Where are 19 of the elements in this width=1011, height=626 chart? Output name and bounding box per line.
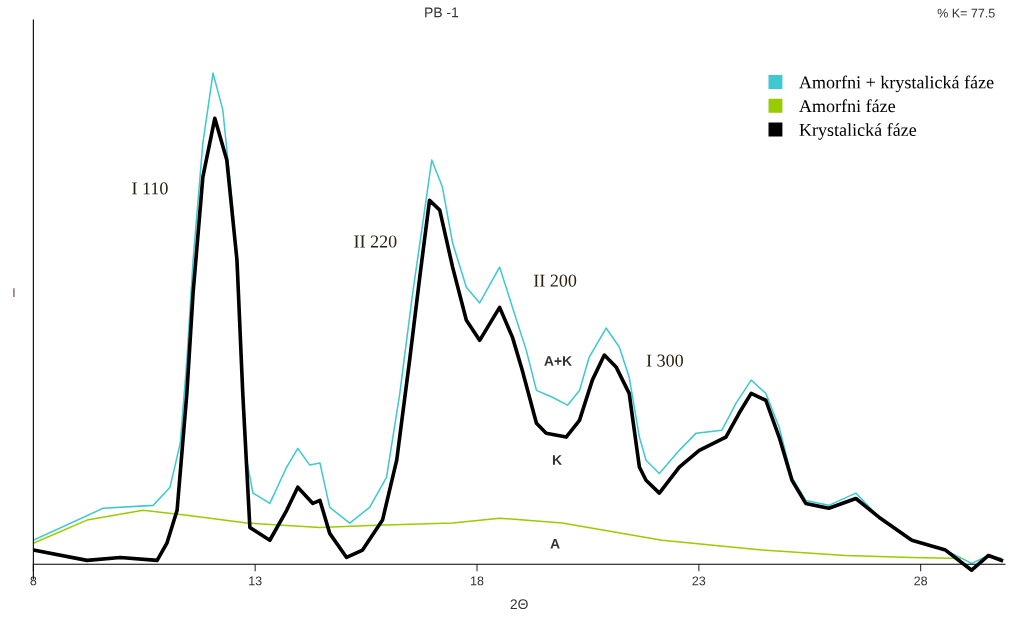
y-axis-title: I <box>13 288 15 297</box>
legend-label: Amorfni + krystalická fáze <box>799 75 994 93</box>
annotation: I 300 <box>646 354 683 367</box>
text: % K= 77.5 <box>937 8 995 18</box>
legend-label: Amorfni fáze <box>799 99 896 113</box>
x-tick-label: 13 <box>249 576 262 586</box>
x-axis-title: 2Θ <box>510 599 528 610</box>
annotation: A+K <box>544 356 572 366</box>
legend-label: Krystalická fáze <box>799 123 917 140</box>
x-tick-label: 23 <box>692 576 706 586</box>
annotation: II 220 <box>354 235 397 248</box>
x-tick-label: 8 <box>30 576 37 586</box>
x-tick-label: 18 <box>471 576 484 586</box>
chart-title: PB -1 <box>425 7 459 18</box>
annotation: I 110 <box>132 182 168 195</box>
x-tick-label: 28 <box>914 576 928 586</box>
annotation: II 200 <box>533 274 577 287</box>
annotation: K <box>552 455 562 465</box>
annotation: A <box>550 538 560 549</box>
